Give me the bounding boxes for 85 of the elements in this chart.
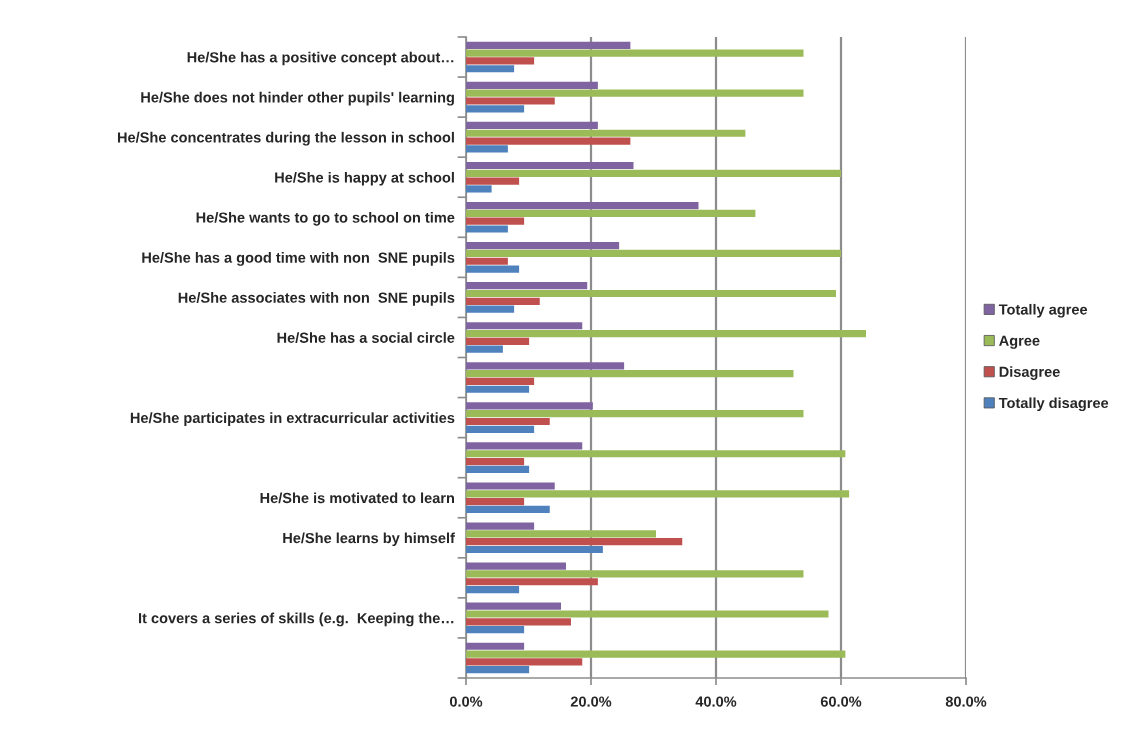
y-tick-label: He/She has a good time with non SNE pupils — [142, 252, 455, 266]
bar — [466, 282, 588, 290]
bar — [466, 562, 566, 570]
y-tick-label: He/She has a social circle — [277, 332, 455, 344]
y-tick-label: He/She participates in extracurricular activities — [130, 412, 455, 426]
bar — [466, 97, 555, 105]
bar — [466, 377, 535, 386]
bar — [466, 370, 794, 378]
bar — [466, 425, 535, 433]
y-tick-label: He/She associates with non SNE pupils — [178, 292, 455, 306]
bar — [466, 161, 634, 170]
bar — [466, 618, 571, 626]
bar — [466, 177, 520, 185]
bar — [466, 169, 841, 177]
bar — [466, 570, 804, 578]
bar — [466, 297, 540, 305]
bar — [466, 121, 598, 130]
bar — [466, 522, 535, 530]
legend-label: Totally agree — [998, 303, 1088, 318]
bar — [466, 465, 530, 473]
bar — [466, 642, 525, 650]
bar — [466, 257, 508, 265]
x-tick-label: 80.0% — [945, 696, 987, 707]
bar — [466, 402, 593, 410]
bar — [466, 385, 530, 393]
bar — [466, 217, 525, 225]
bar — [466, 265, 520, 273]
bar — [466, 650, 846, 658]
bar — [466, 105, 525, 113]
bar — [466, 249, 841, 258]
y-tick-label: It covers a series of skills (e.g. Keeping the… — [138, 612, 454, 627]
y-tick-label: He/She does not hinder other pupils' learning — [141, 91, 454, 106]
x-tick-label: 0.0% — [449, 696, 483, 707]
bar — [466, 410, 804, 418]
y-tick-label: He/She learns by himself — [283, 532, 455, 547]
bar — [466, 585, 520, 594]
y-tick-label: He/She is happy at school — [275, 171, 454, 186]
bar — [466, 362, 625, 370]
bar — [466, 225, 508, 233]
legend-label: Disagree — [999, 366, 1060, 380]
bar — [466, 442, 583, 450]
y-tick-label: He/She concentrates during the lesson in school — [117, 131, 454, 146]
bar — [466, 65, 515, 73]
bar — [466, 505, 550, 514]
bar — [466, 417, 550, 426]
y-tick-label: He/She wants to go to school on time — [196, 212, 455, 226]
bar — [466, 201, 699, 210]
bar — [466, 322, 583, 330]
bar — [466, 81, 598, 89]
bar — [466, 209, 756, 217]
legend-label: Agree — [999, 335, 1040, 349]
bar — [466, 602, 561, 610]
bar — [466, 626, 525, 634]
x-tick-label: 20.0% — [570, 696, 612, 707]
bar — [466, 666, 530, 674]
x-tick-label: 60.0% — [820, 696, 862, 707]
bar — [466, 57, 535, 65]
y-tick-label: He/She is motivated to learn — [260, 492, 454, 504]
bar — [466, 329, 866, 338]
bar — [466, 89, 804, 97]
bar — [466, 482, 555, 490]
bar — [466, 289, 836, 298]
bar — [466, 498, 525, 506]
legend-label: Totally disagree — [998, 397, 1109, 412]
bar — [466, 145, 508, 153]
bar — [466, 129, 746, 137]
bar — [466, 490, 850, 498]
bar — [466, 457, 525, 466]
bar — [466, 242, 620, 250]
bar — [466, 41, 631, 49]
bar — [466, 185, 492, 193]
x-tick-label: 40.0% — [695, 696, 737, 707]
bar — [466, 658, 583, 666]
bar — [466, 305, 515, 313]
bar — [466, 337, 530, 345]
bar — [466, 137, 631, 145]
bar — [466, 538, 683, 546]
bar — [466, 450, 846, 458]
y-tick-label: He/She has a positive concept about… — [187, 51, 454, 66]
bar — [466, 49, 804, 57]
bar — [466, 610, 829, 618]
bar — [466, 578, 598, 586]
bar — [466, 530, 656, 538]
bar — [466, 345, 503, 353]
bar — [466, 545, 603, 554]
